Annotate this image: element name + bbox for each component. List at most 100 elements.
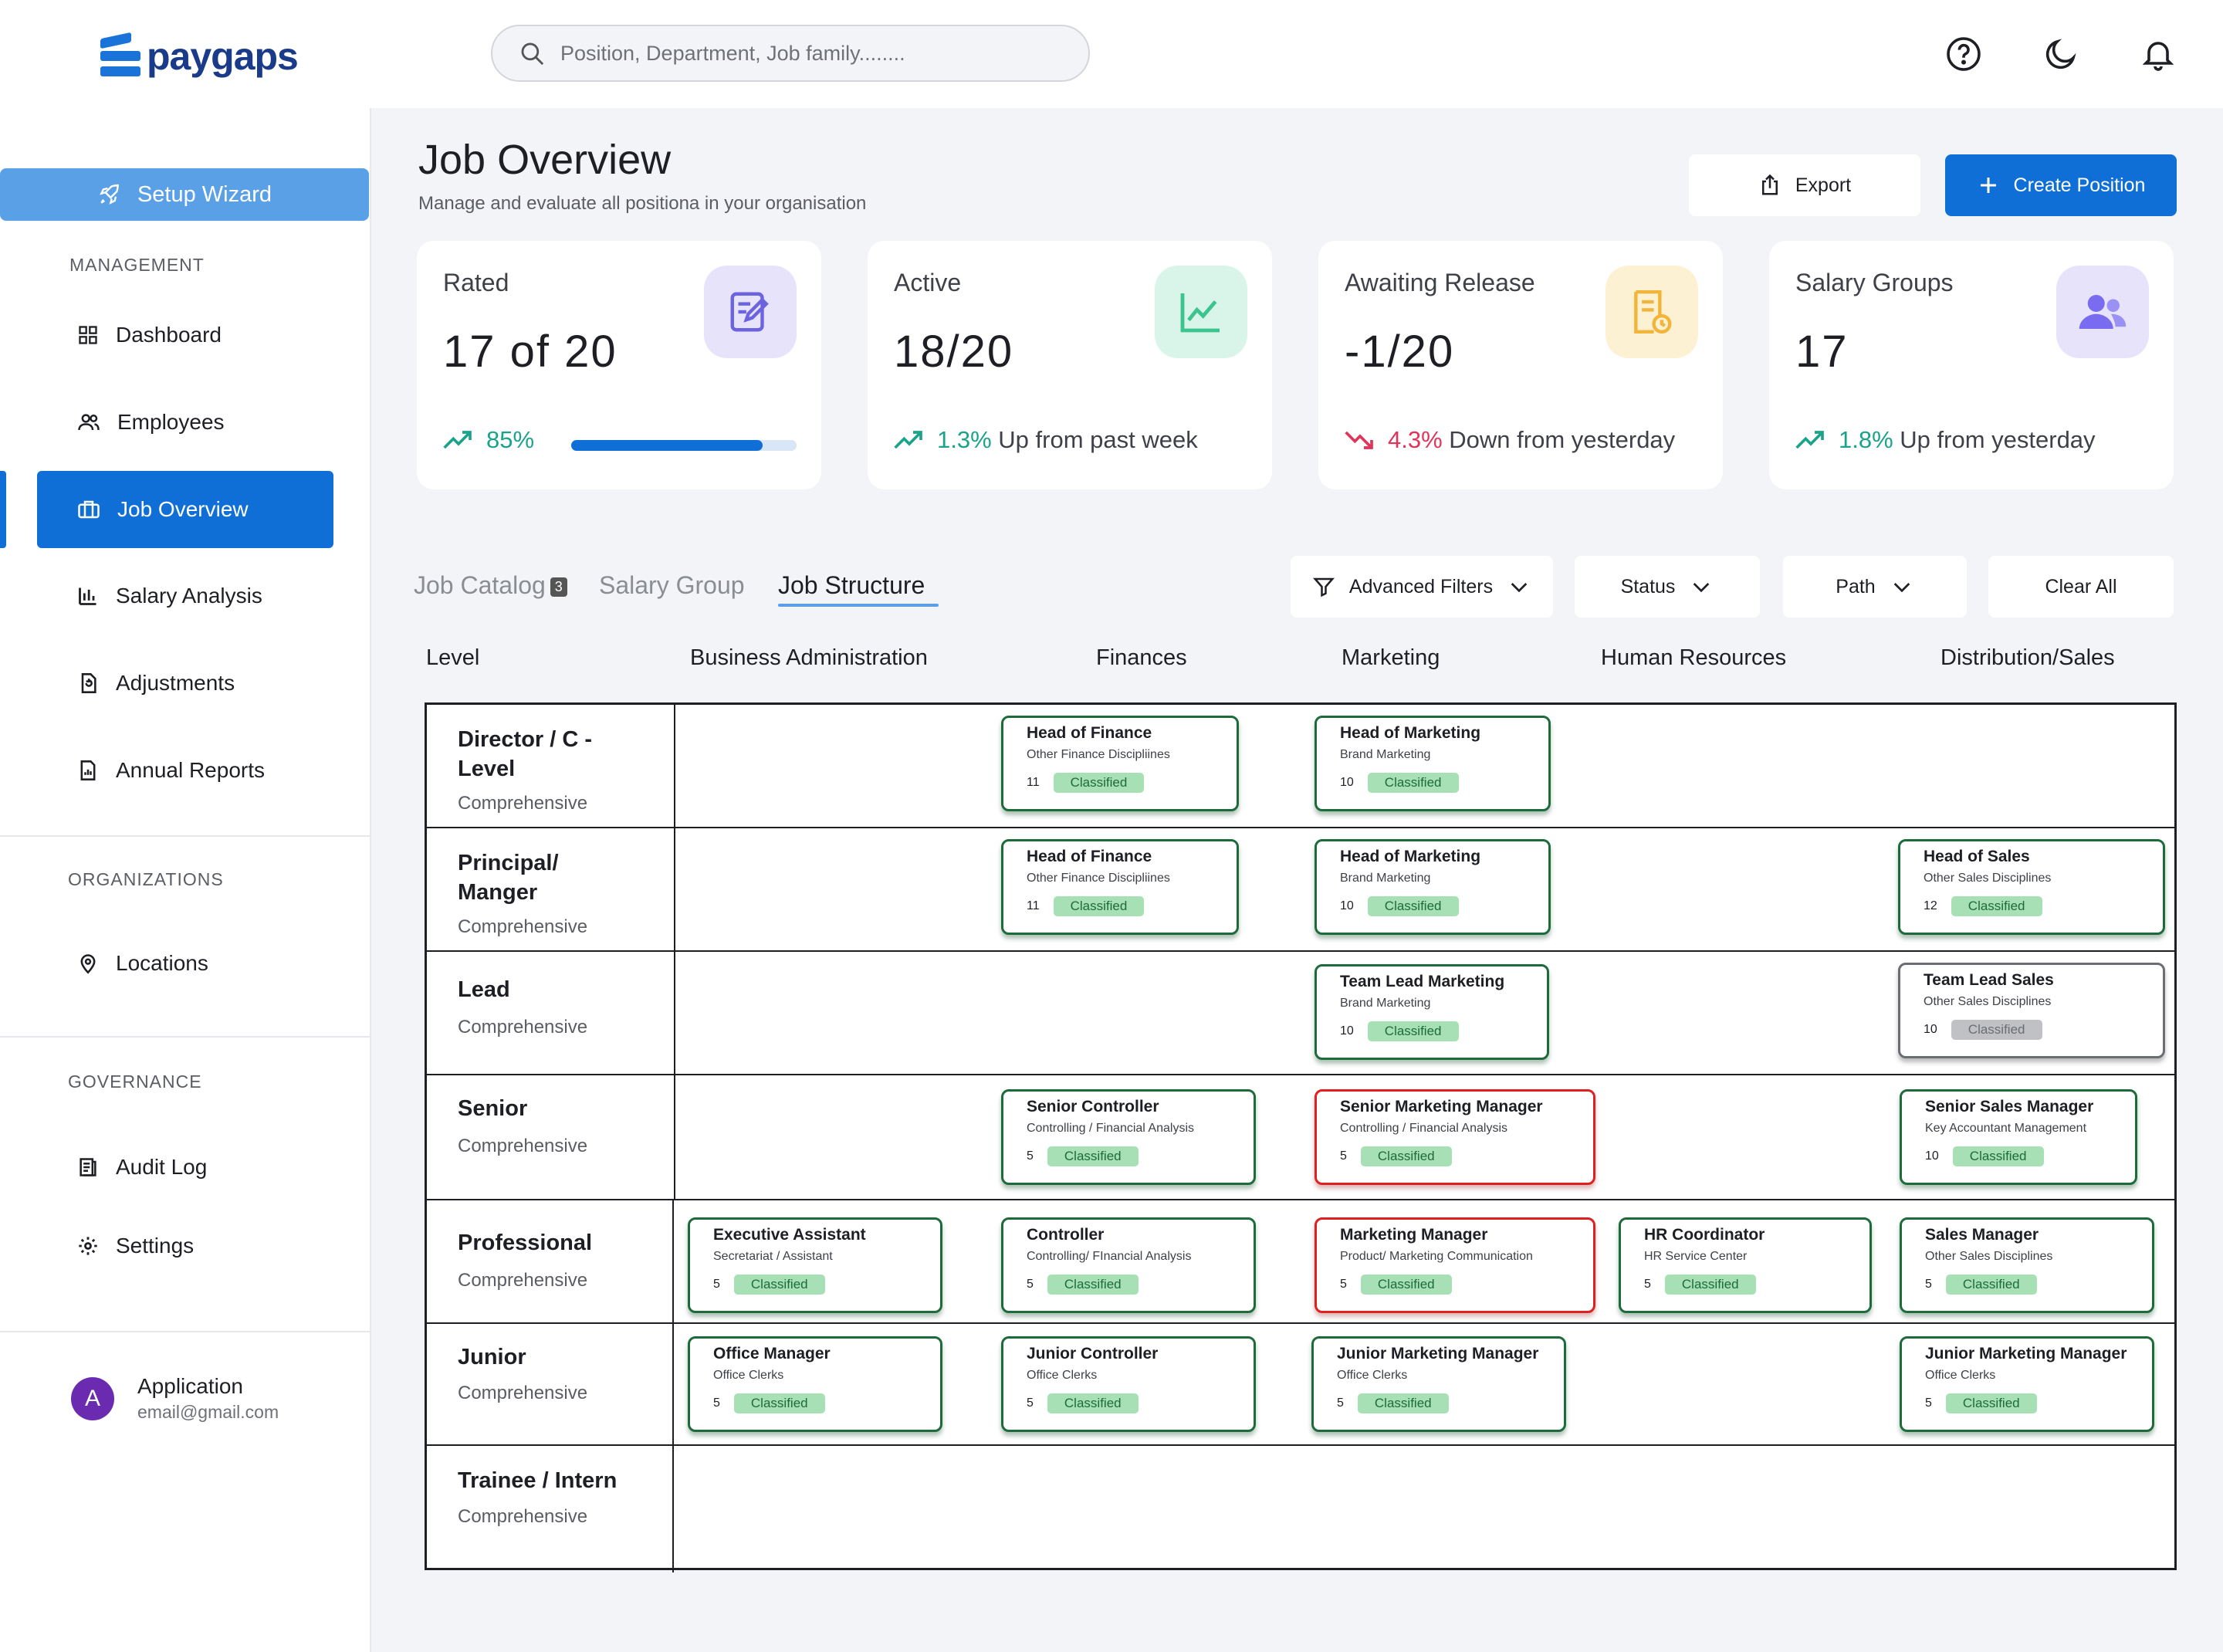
governance-section-title: GOVERNANCE: [68, 1071, 202, 1092]
level-sub: Comprehensive: [458, 1506, 588, 1527]
bell-icon[interactable]: [2135, 31, 2181, 77]
user-name: Application: [137, 1374, 243, 1398]
sidebar-divider: [0, 835, 371, 837]
status-badge: Classified: [1047, 1275, 1139, 1295]
search-bar[interactable]: [491, 25, 1090, 82]
active-indicator: [0, 471, 6, 548]
organizations-section-title: ORGANIZATIONS: [68, 869, 224, 889]
card-subtitle: Controlling / Financial Analysis: [1340, 1122, 1507, 1135]
card-count: 5: [1027, 1149, 1034, 1163]
sidebar-item-settings[interactable]: Settings: [37, 1207, 333, 1285]
help-icon[interactable]: [1940, 31, 1987, 77]
filter-icon: [1312, 577, 1335, 597]
column-header-finances: Finances: [1096, 645, 1187, 670]
pending-doc-icon: [1606, 266, 1698, 358]
position-card[interactable]: Office Manager Office Clerks 5 Classified: [688, 1336, 942, 1432]
user-profile[interactable]: A Application email@gmail.com: [71, 1374, 279, 1423]
sidebar-item-label: Adjustments: [116, 671, 235, 695]
stat-trend-text: Down from yesterday: [1449, 426, 1676, 453]
sidebar-item-annual-reports[interactable]: Annual Reports: [37, 732, 333, 809]
moon-icon[interactable]: [2038, 31, 2084, 77]
sidebar-item-salary-analysis[interactable]: Salary Analysis: [37, 557, 333, 635]
position-card[interactable]: HR Coordinator HR Service Center 5 Classi…: [1619, 1217, 1872, 1313]
stat-trend-text: Up from past week: [998, 426, 1198, 453]
chevron-down-icon: [1693, 583, 1710, 593]
position-card[interactable]: Head of Finance Other Finance Discipliin…: [1001, 716, 1239, 811]
export-button[interactable]: Export: [1689, 154, 1920, 216]
card-title: Controller: [1027, 1226, 1105, 1244]
sidebar-item-audit-log[interactable]: Audit Log: [37, 1129, 333, 1206]
filter-label: Path: [1836, 575, 1876, 597]
advanced-filters-dropdown[interactable]: Advanced Filters: [1291, 556, 1553, 618]
position-card[interactable]: Team Lead Marketing Brand Marketing 10 Cl…: [1315, 964, 1549, 1060]
position-card[interactable]: Junior Marketing Manager Office Clerks 5…: [1900, 1336, 2154, 1432]
sidebar-item-locations[interactable]: Locations: [37, 925, 333, 1002]
card-count: 10: [1925, 1149, 1939, 1163]
setup-wizard-button[interactable]: Setup Wizard: [0, 168, 369, 221]
sidebar-item-label: Employees: [117, 410, 225, 434]
sidebar-item-dashboard[interactable]: Dashboard: [37, 296, 333, 374]
position-card[interactable]: Head of Marketing Brand Marketing 10 Clas…: [1315, 839, 1551, 935]
position-card[interactable]: Senior Marketing Manager Controlling / F…: [1315, 1089, 1595, 1185]
sidebar-item-adjustments[interactable]: Adjustments: [37, 645, 333, 722]
position-card[interactable]: Controller Controlling/ FInancial Analys…: [1001, 1217, 1256, 1313]
sidebar-item-job-overview[interactable]: Job Overview: [37, 471, 333, 548]
status-badge: Classified: [1945, 1393, 2037, 1413]
tab-salary-group[interactable]: Salary Group: [599, 571, 745, 600]
sidebar-item-label: Salary Analysis: [116, 584, 262, 608]
export-label: Export: [1795, 174, 1852, 196]
status-dropdown[interactable]: Status: [1575, 556, 1760, 618]
column-header-human-resources: Human Resources: [1601, 645, 1787, 670]
position-card[interactable]: Head of Finance Other Finance Discipliin…: [1001, 839, 1239, 935]
card-title: Junior Marketing Manager: [1337, 1345, 1539, 1363]
path-dropdown[interactable]: Path: [1783, 556, 1967, 618]
trending-up-icon: [1795, 431, 1824, 449]
job-structure-grid: Director / C - Level Comprehensive Princ…: [425, 702, 2177, 1572]
rated-progress-bar: [571, 440, 797, 451]
app-logo[interactable]: paygaps: [100, 32, 299, 80]
position-card[interactable]: Marketing Manager Product/ Marketing Com…: [1315, 1217, 1595, 1313]
tab-job-catalog[interactable]: Job Catalog 3: [414, 571, 567, 600]
card-count: 11: [1027, 776, 1040, 789]
search-input[interactable]: [560, 41, 1054, 66]
level-sub: Comprehensive: [458, 1270, 588, 1291]
card-title: Head of Marketing: [1340, 848, 1481, 865]
tab-job-structure[interactable]: Job Structure: [778, 571, 925, 600]
sidebar-item-employees[interactable]: Employees: [37, 384, 333, 461]
position-card[interactable]: Head of Marketing Brand Marketing 10 Clas…: [1315, 716, 1551, 811]
location-pin-icon: [80, 954, 96, 974]
line-chart-icon: [1155, 266, 1247, 358]
column-header-level: Level: [426, 645, 480, 670]
card-subtitle: Office Clerks: [713, 1369, 784, 1382]
sidebar-item-label: Settings: [116, 1234, 195, 1258]
sidebar-item-label: Dashboard: [116, 323, 222, 347]
setup-wizard-label: Setup Wizard: [137, 181, 272, 207]
position-card[interactable]: Junior Controller Office Clerks 5 Classif…: [1001, 1336, 1256, 1432]
level-sub: Comprehensive: [458, 916, 588, 937]
level-name: Trainee / Intern: [458, 1468, 618, 1493]
tab-label: Job Structure: [778, 571, 925, 599]
position-card[interactable]: Senior Controller Controlling / Financia…: [1001, 1089, 1256, 1185]
card-subtitle: Other Sales Disciplines: [1925, 1250, 2053, 1263]
column-header-business-administration: Business Administration: [690, 645, 928, 670]
stat-label: Salary Groups: [1795, 269, 1954, 296]
position-card[interactable]: Junior Marketing Manager Office Clerks 5…: [1311, 1336, 1566, 1432]
gear-icon: [79, 1237, 97, 1255]
avatar: A: [71, 1376, 114, 1420]
position-card[interactable]: Head of Sales Other Sales Disciplines 12…: [1898, 839, 2165, 935]
card-title: HR Coordinator: [1644, 1226, 1765, 1244]
position-card[interactable]: Senior Sales Manager Key Accountant Mana…: [1900, 1089, 2137, 1185]
create-position-button[interactable]: Create Position: [1945, 154, 2177, 216]
sidebar: Setup Wizard MANAGEMENT Dashboard Employ…: [0, 108, 371, 1652]
card-subtitle: Other Sales Disciplines: [1924, 872, 2052, 885]
position-card[interactable]: Executive Assistant Secretariat / Assist…: [688, 1217, 942, 1313]
stat-trend-value: 85%: [486, 426, 535, 453]
trending-down-icon: [1345, 431, 1373, 449]
position-card[interactable]: Team Lead Sales Other Sales Disciplines …: [1898, 963, 2165, 1058]
status-badge: Classified: [1945, 1275, 2037, 1295]
management-section-title: MANAGEMENT: [69, 255, 205, 275]
card-subtitle: Controlling/ FInancial Analysis: [1027, 1250, 1192, 1263]
clear-all-button[interactable]: Clear All: [1988, 556, 2174, 618]
card-title: Office Manager: [713, 1345, 831, 1363]
